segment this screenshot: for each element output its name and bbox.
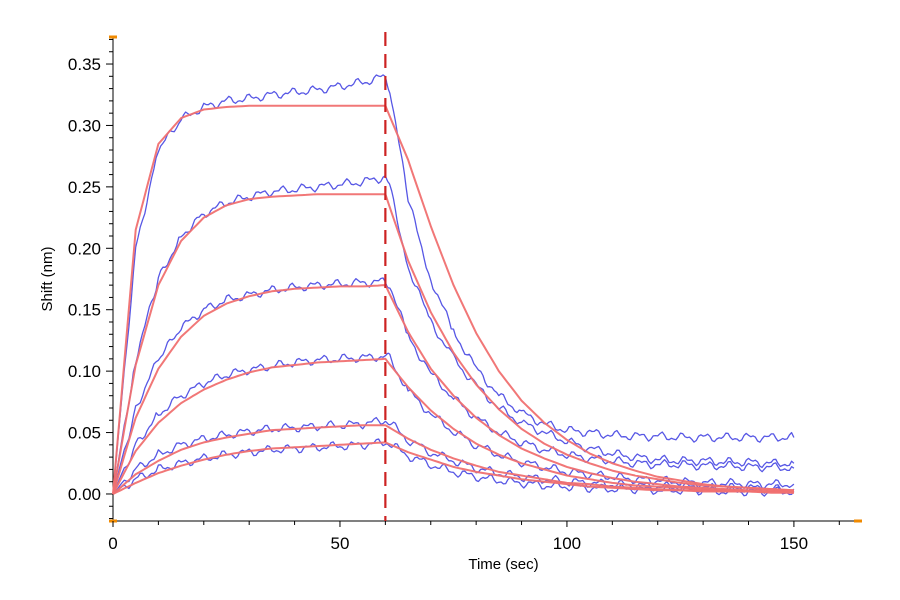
fit-curve-4 — [112, 357, 794, 495]
x-tick-label: 100 — [553, 534, 581, 553]
y-tick-label: 0.35 — [68, 55, 101, 74]
fit-curve-3 — [112, 284, 794, 495]
traces — [112, 74, 795, 497]
measured-trace-4 — [112, 352, 795, 495]
y-tick-label: 0.25 — [68, 178, 101, 197]
measured-trace-2 — [112, 175, 795, 495]
measured-trace-1 — [112, 74, 795, 495]
fit-curve-2 — [112, 193, 794, 495]
y-tick-label: 0.20 — [68, 239, 101, 258]
y-tick-label: 0.00 — [68, 485, 101, 504]
fit-curve-6 — [112, 441, 794, 495]
x-tick-label: 0 — [108, 534, 117, 553]
y-tick-label: 0.10 — [68, 362, 101, 381]
y-axis-label: Shift (nm) — [39, 246, 56, 311]
x-tick-label: 50 — [331, 534, 350, 553]
y-tick-label: 0.15 — [68, 301, 101, 320]
y-tick-label: 0.05 — [68, 424, 101, 443]
y-tick-label: 0.30 — [68, 116, 101, 135]
axes: 0.00 0.05 0.10 0.15 0.20 0.25 0.30 0.35 0 50 100 15… — [68, 35, 862, 553]
x-tick-label: 150 — [780, 534, 808, 553]
fit-curve-1 — [112, 104, 794, 495]
measured-trace-3 — [112, 277, 795, 495]
x-axis-label: Time (sec) — [468, 556, 538, 573]
